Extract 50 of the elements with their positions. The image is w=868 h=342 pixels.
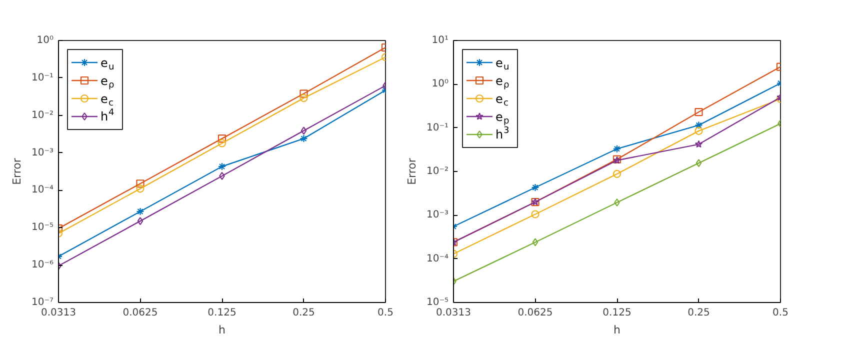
y-tick-label: 10⁻⁵ (31, 222, 54, 234)
x-tick-label: 0.0625 (122, 308, 158, 318)
y-tick-label: 10⁰ (36, 35, 54, 46)
y-tick-label: 10⁻² (31, 110, 54, 121)
point (532, 238, 538, 246)
point (300, 94, 308, 102)
x-tick-label: 0.25 (688, 308, 710, 318)
point (531, 183, 540, 192)
x-tick-label: 0.125 (602, 308, 632, 318)
x-axis-title: h (614, 324, 621, 336)
point (531, 210, 540, 218)
y-axis-title: Error (405, 158, 418, 185)
y-tick-label: 10⁰ (432, 78, 448, 90)
x-tick-label: 0.5 (378, 308, 394, 318)
point (694, 121, 703, 130)
point (136, 180, 144, 188)
x-tick-label: 0.5 (772, 308, 788, 318)
y-tick-label: 10⁻¹ (31, 72, 54, 84)
y-tick-label: 10⁻² (426, 166, 449, 177)
y-tick-label: 10⁻⁷ (31, 297, 54, 308)
point (137, 217, 144, 226)
point (136, 184, 144, 193)
y-tick-label: 10⁻³ (426, 210, 449, 221)
point (300, 134, 308, 143)
point (218, 162, 226, 171)
point (612, 170, 622, 178)
point (694, 108, 703, 116)
y-tick-label: 10⁻⁴ (426, 253, 449, 264)
point (612, 144, 622, 153)
x-tick-label: 0.0313 (41, 308, 76, 318)
point (694, 126, 703, 135)
y-tick-label: 10⁻³ (31, 147, 54, 158)
x-axis-title: h (218, 324, 226, 336)
point (300, 90, 308, 98)
y-axis-title: Error (10, 158, 24, 185)
y-tick-label: 10⁻¹ (426, 122, 449, 134)
point (696, 159, 702, 168)
point (136, 207, 144, 216)
x-tick-label: 0.25 (292, 308, 315, 318)
point (218, 134, 226, 143)
x-tick-label: 0.125 (208, 308, 236, 318)
y-tick-label: 10⁻⁶ (31, 260, 54, 271)
x-tick-label: 0.0313 (436, 308, 472, 318)
point (300, 126, 307, 135)
y-tick-label: 10⁻⁴ (31, 184, 54, 196)
y-tick-label: 10¹ (432, 35, 448, 46)
point (218, 139, 226, 148)
y-tick-label: 10⁻⁵ (426, 297, 449, 308)
x-tick-label: 0.0625 (518, 308, 553, 318)
point (694, 140, 703, 148)
